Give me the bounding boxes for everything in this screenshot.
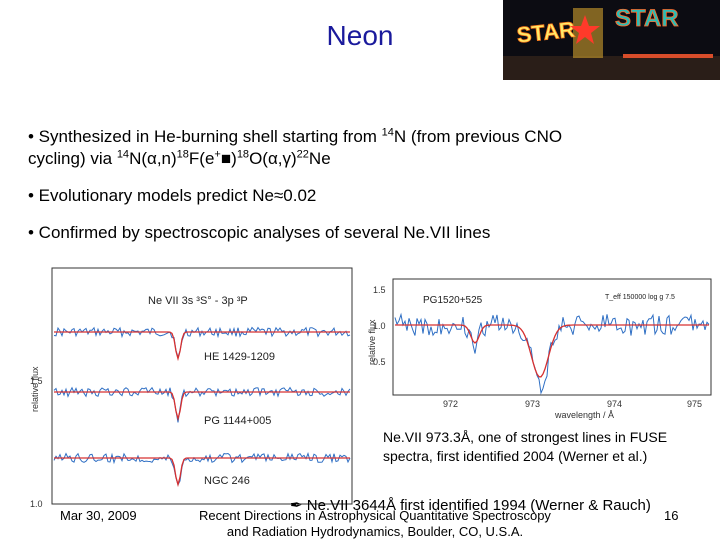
footer-page-number: 16 xyxy=(664,508,679,523)
left-plot-frame xyxy=(51,267,353,505)
left-star-label-2: PG 1144+005 xyxy=(204,415,271,427)
right-params-label: T_eff 150000 log g 7.5 xyxy=(605,294,675,301)
right-ytick-1: 1.5 xyxy=(373,285,386,295)
footer-date: Mar 30, 2009 xyxy=(60,508,137,523)
footer-conference: Recent Directions in Astrophysical Quant… xyxy=(199,508,551,539)
right-ytick-3: 0.5 xyxy=(373,357,386,367)
left-ytick-1: 1.5 xyxy=(30,376,43,386)
pen-icon: ✒ xyxy=(290,497,307,514)
neon-vii-3644-spectra: relative flux 1.5 1.0 Ne VII 3s ³S° - 3p… xyxy=(28,262,360,524)
neutrino-symbol: ■ xyxy=(220,149,232,168)
right-xtick-3: 974 xyxy=(607,399,622,409)
left-star-label-3: NGC 246 xyxy=(204,475,250,487)
neon-vii-973-spectrum: relative flux 1.5 1.0 0.5 972 973 974 97… xyxy=(365,275,715,420)
left-model-trace-1 xyxy=(54,331,350,362)
caption-3644-line: ✒ Ne.VII 3644Å first identified 1994 (We… xyxy=(290,497,651,514)
left-observed-trace-2 xyxy=(53,386,351,423)
slide-title: Neon xyxy=(326,20,394,51)
left-star-label-1: HE 1429-1209 xyxy=(204,351,275,363)
right-xtick-2: 973 xyxy=(525,399,540,409)
right-model-trace xyxy=(395,324,709,378)
sign-text-right: STAR xyxy=(615,5,679,32)
right-xlabel: wavelength / Å xyxy=(554,410,614,420)
left-ylabel: relative flux xyxy=(30,366,40,412)
right-xtick-4: 975 xyxy=(687,399,702,409)
neon-sign-photo: STAR STAR xyxy=(503,0,720,80)
bullet-synthesis: • Synthesized in He-burning shell starti… xyxy=(28,126,563,168)
left-transition-label: Ne VII 3s ³S° - 3p ³P xyxy=(148,295,248,307)
right-star-label: PG1520+525 xyxy=(423,295,483,306)
left-model-trace-3 xyxy=(54,457,350,488)
right-plot-frame xyxy=(392,278,712,396)
right-xtick-1: 972 xyxy=(443,399,458,409)
bullet-spectroscopic-confirmation: • Confirmed by spectroscopic analyses of… xyxy=(28,223,491,242)
left-ytick-2: 1.0 xyxy=(30,499,43,509)
right-spectrum-traces xyxy=(394,312,710,395)
right-ylabel: relative flux xyxy=(367,319,377,365)
right-observed-trace xyxy=(394,312,710,395)
left-observed-trace-3 xyxy=(53,452,351,487)
right-ytick-2: 1.0 xyxy=(373,321,386,331)
bullet-evolutionary-models: • Evolutionary models predict Ne≈0.02 xyxy=(28,186,317,205)
left-spectrum-traces xyxy=(53,326,351,488)
caption-973-line: Ne.VII 973.3Å, one of strongest lines in… xyxy=(383,429,668,464)
left-model-trace-2 xyxy=(54,391,350,422)
